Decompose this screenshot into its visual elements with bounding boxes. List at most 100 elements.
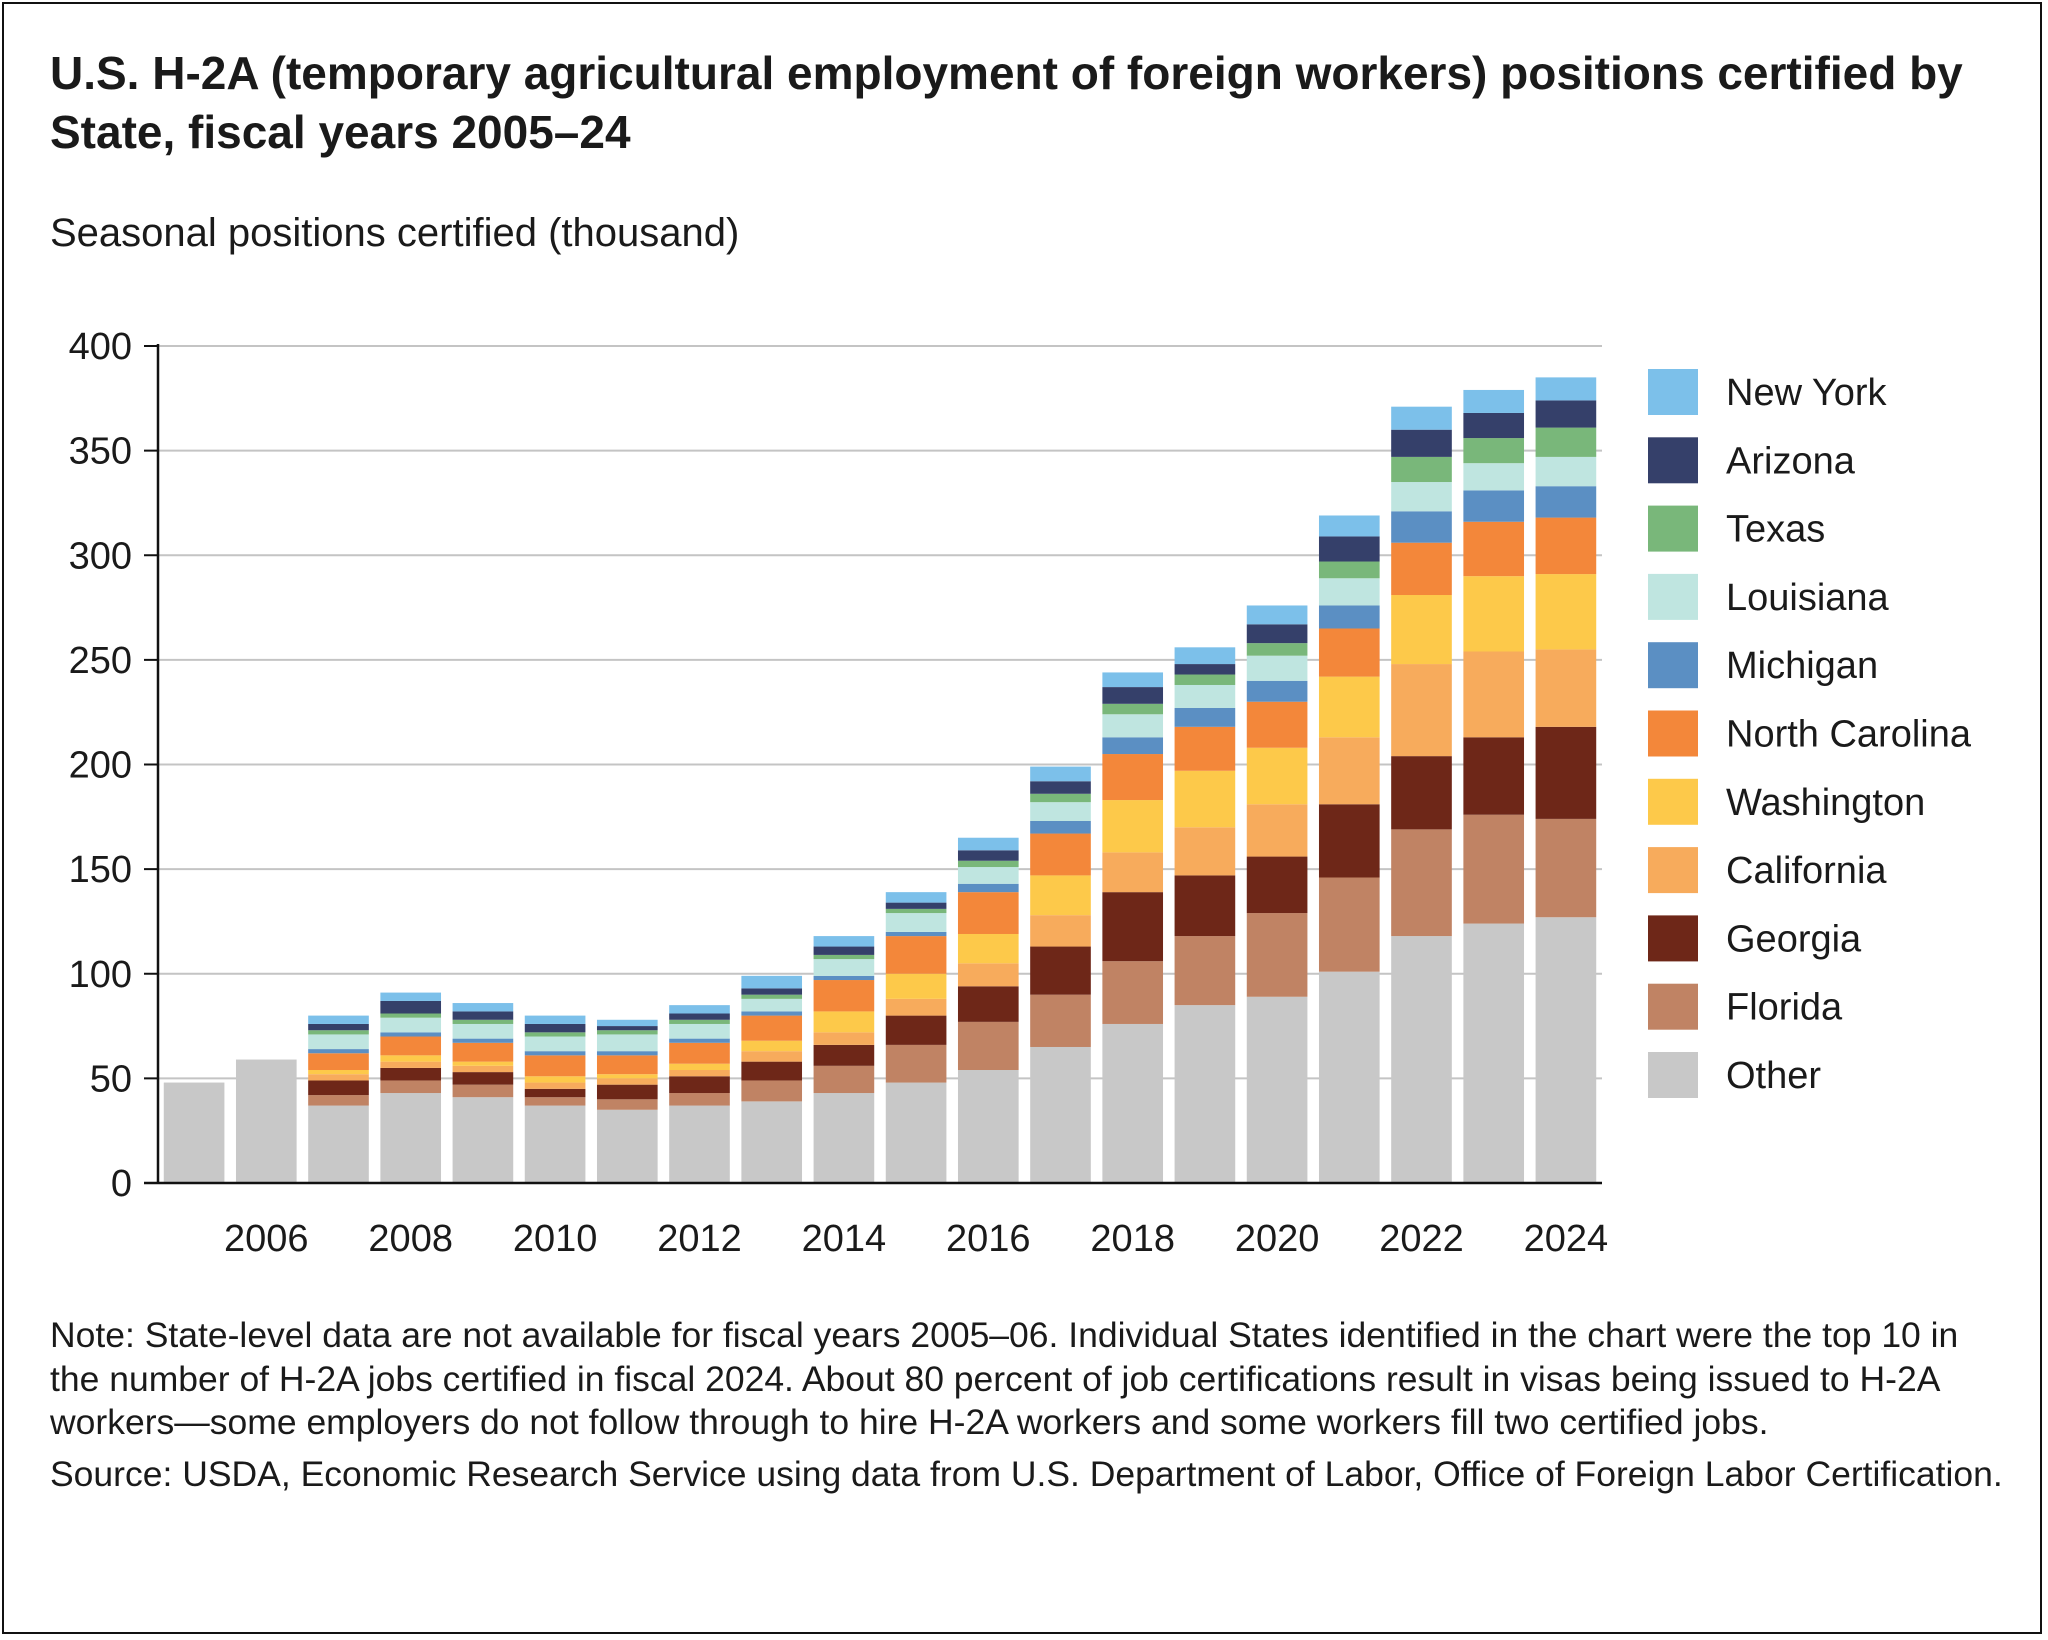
legend-item-texas: Texas [1648, 505, 1825, 552]
bar-2022-florida [1391, 829, 1452, 937]
legend-item-arizona: Arizona [1648, 437, 1856, 484]
legend-item-michigan: Michigan [1648, 642, 1878, 689]
bar-2023-arizona [1463, 412, 1525, 439]
legend-swatch-michigan [1648, 642, 1698, 689]
x-tick-label-2010: 2010 [513, 1218, 598, 1260]
bar-2011-florida [596, 1099, 658, 1110]
y-tick-label-350: 350 [69, 431, 132, 473]
bar-2007-florida [308, 1095, 369, 1106]
bar-2021-other [1318, 971, 1380, 1183]
legend-label-georgia: Georgia [1726, 918, 1862, 960]
bar-2012-texas [669, 1019, 730, 1024]
legend-swatch-washington [1648, 778, 1698, 825]
legend-swatch-florida [1648, 983, 1698, 1030]
bar-2023-north-carolina [1463, 521, 1525, 577]
bar-2013-washington [741, 1040, 803, 1052]
bar-2015-arizona [885, 902, 947, 909]
bar-2023-california [1463, 651, 1525, 738]
bar-2019-california [1174, 827, 1236, 876]
bar-stack-2020 [1246, 605, 1308, 1183]
bar-2011-arizona [596, 1026, 658, 1031]
legend-item-florida: Florida [1648, 983, 1843, 1030]
bar-2016-michigan [957, 883, 1019, 893]
bar-stack-2019 [1174, 647, 1236, 1183]
bar-2014-louisiana [813, 959, 875, 976]
legend-label-texas: Texas [1726, 509, 1825, 551]
bar-2015-california [885, 998, 947, 1016]
bar-2012-louisiana [669, 1023, 730, 1039]
bar-2009-texas [452, 1019, 514, 1024]
bar-2022-new-york [1391, 406, 1452, 430]
bar-2018-michigan [1102, 737, 1164, 755]
bar-stack-2005 [163, 1082, 225, 1183]
bar-2009-new-york [452, 1003, 514, 1012]
bar-2013-texas [741, 994, 803, 999]
bar-2015-other [885, 1082, 947, 1183]
bar-2010-washington [524, 1076, 586, 1083]
footnotes: Note: State-level data are not available… [50, 1314, 2010, 1504]
bar-2007-new-york [308, 1015, 369, 1024]
x-tick-label-2024: 2024 [1524, 1218, 1609, 1260]
bar-2015-washington [885, 973, 947, 999]
bar-2009-florida [452, 1084, 514, 1098]
bar-stack-2010 [524, 1015, 586, 1183]
bar-2012-new-york [669, 1005, 730, 1014]
bar-2021-georgia [1318, 804, 1380, 878]
bar-2020-michigan [1246, 680, 1308, 702]
bar-stack-2018 [1102, 672, 1164, 1183]
bar-2018-california [1102, 852, 1164, 893]
bar-2024-other [1535, 917, 1597, 1183]
bar-2011-north-carolina [596, 1055, 658, 1075]
bar-2011-other [596, 1109, 658, 1183]
bar-stack-2024 [1535, 377, 1597, 1183]
bar-2011-georgia [596, 1084, 658, 1100]
bar-2013-arizona [741, 988, 803, 995]
bar-2019-new-york [1174, 647, 1236, 665]
chart-title: U.S. H-2A (temporary agricultural employ… [50, 47, 1963, 158]
bar-2012-other [669, 1105, 730, 1183]
bar-2024-texas [1535, 427, 1597, 457]
stacked-bar-chart: 0 50 100 150 200 250 300 350 400 2006 2008 2010 2012… [69, 326, 1972, 1260]
bar-2013-new-york [741, 975, 803, 989]
legend-label-arizona: Arizona [1726, 440, 1856, 482]
bar-2021-new-york [1318, 515, 1380, 537]
bar-2017-florida [1030, 994, 1091, 1047]
bar-2021-florida [1318, 877, 1380, 972]
bar-2011-michigan [596, 1051, 658, 1056]
bar-2008-north-carolina [380, 1036, 442, 1056]
gridlines [158, 345, 1602, 1080]
bar-2008-new-york [380, 992, 442, 1001]
bar-2019-louisiana [1174, 684, 1236, 709]
bar-2024-north-carolina [1535, 517, 1597, 575]
bar-2016-new-york [957, 837, 1019, 851]
bar-2008-florida [380, 1080, 442, 1094]
bar-2019-texas [1174, 674, 1236, 685]
bar-stack-2009 [452, 1003, 514, 1183]
bar-2018-texas [1102, 703, 1164, 715]
bar-2014-texas [813, 954, 875, 960]
legend-swatch-arizona [1648, 437, 1698, 484]
bar-2018-arizona [1102, 687, 1164, 704]
bar-stack-2008 [380, 992, 442, 1183]
bar-2022-louisiana [1391, 482, 1452, 512]
x-tick-label-2018: 2018 [1090, 1218, 1175, 1260]
bar-2016-arizona [957, 850, 1019, 861]
bar-2010-texas [524, 1032, 586, 1037]
bar-2008-texas [380, 1013, 442, 1018]
x-tick-label-2016: 2016 [946, 1218, 1031, 1260]
bar-2010-north-carolina [524, 1055, 586, 1077]
y-tick-label-300: 300 [69, 535, 132, 577]
bar-2006-other [235, 1059, 297, 1183]
bar-2024-michigan [1535, 486, 1597, 518]
bar-2012-georgia [669, 1076, 730, 1094]
legend-label-california: California [1726, 850, 1887, 892]
bar-2014-georgia [813, 1044, 875, 1066]
bar-2009-georgia [452, 1072, 514, 1085]
bar-2007-other [308, 1105, 369, 1183]
bar-2014-north-carolina [813, 980, 875, 1012]
bar-2017-north-carolina [1030, 833, 1091, 876]
bar-2010-arizona [524, 1023, 586, 1033]
bar-2009-other [452, 1097, 514, 1183]
y-tick-label-150: 150 [69, 849, 132, 891]
bar-2017-california [1030, 915, 1091, 947]
